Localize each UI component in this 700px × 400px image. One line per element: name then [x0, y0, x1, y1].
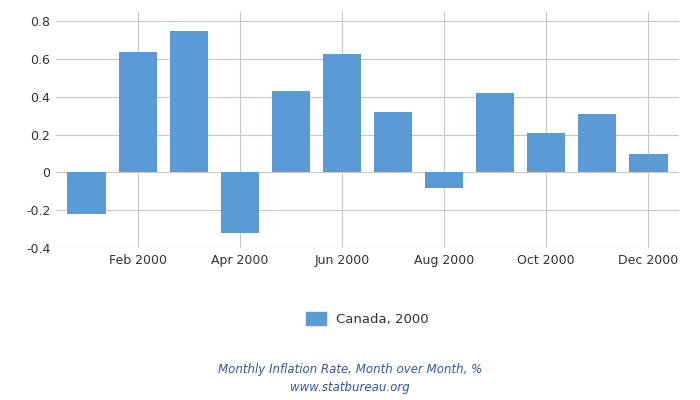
Bar [476, 93, 514, 172]
Bar [323, 54, 361, 172]
Bar [220, 172, 259, 233]
Bar [578, 114, 617, 172]
Legend: Canada, 2000: Canada, 2000 [301, 306, 434, 331]
Text: www.statbureau.org: www.statbureau.org [290, 381, 410, 394]
Bar [67, 172, 106, 214]
Bar [118, 52, 157, 172]
Bar [272, 91, 310, 172]
Bar [374, 112, 412, 172]
Bar [629, 154, 668, 172]
Bar [425, 172, 463, 188]
Bar [527, 133, 566, 172]
Bar [169, 31, 208, 172]
Text: Monthly Inflation Rate, Month over Month, %: Monthly Inflation Rate, Month over Month… [218, 364, 482, 376]
